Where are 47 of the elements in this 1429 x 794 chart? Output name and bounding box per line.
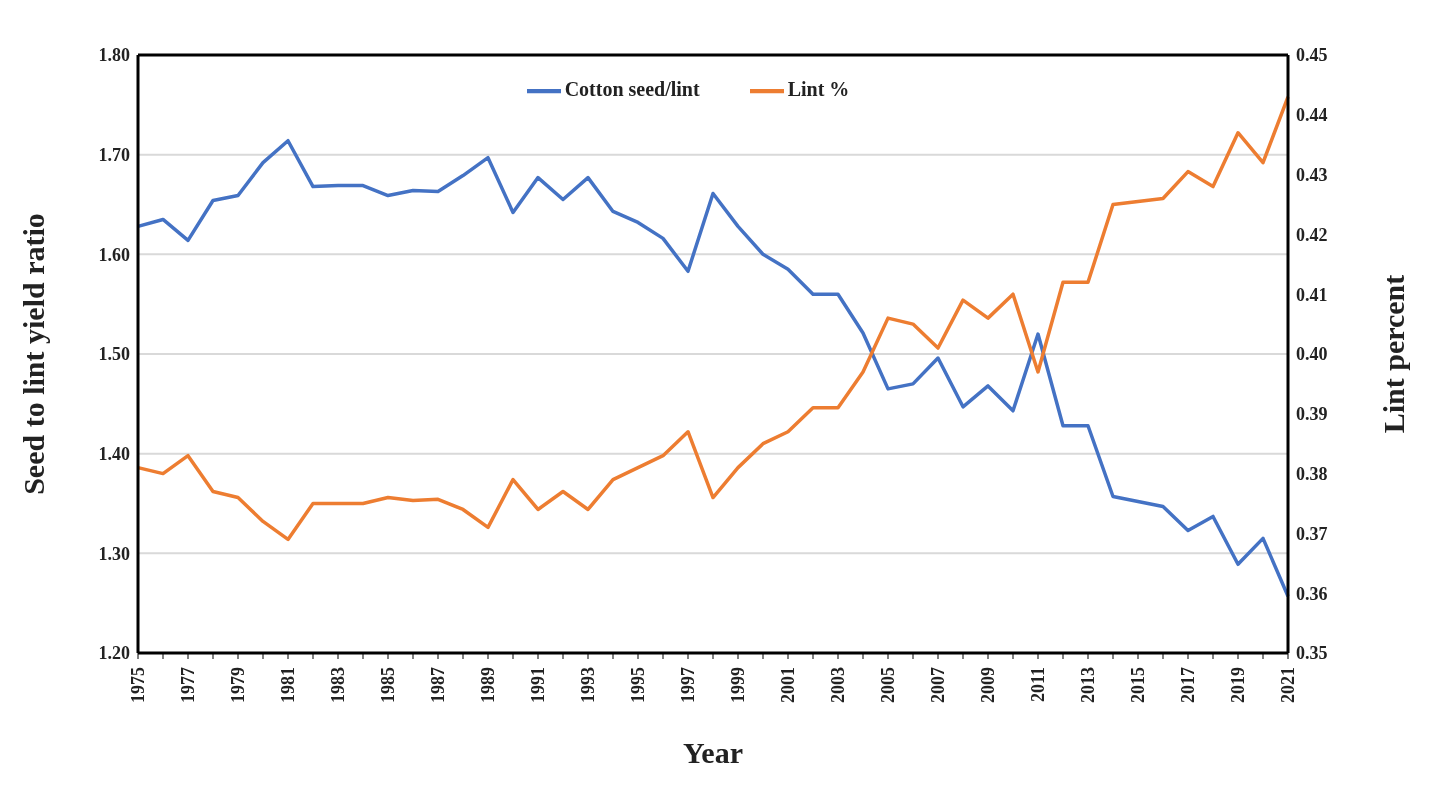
x-tick-label: 2013: [1078, 667, 1098, 703]
x-tick-label: 2015: [1128, 667, 1148, 703]
x-tick-label: 1991: [528, 667, 548, 703]
y-tick-label: 1.50: [98, 344, 130, 365]
y2-tick-label: 0.40: [1296, 344, 1328, 365]
y2-tick-label: 0.38: [1296, 463, 1328, 484]
x-tick-label: 2005: [878, 667, 898, 703]
y2-tick-label: 0.42: [1296, 224, 1328, 245]
x-tick-label: 2017: [1178, 667, 1198, 703]
x-tick-label: 1975: [128, 667, 148, 703]
x-tick-label: 1983: [328, 667, 348, 703]
x-tick-label: 2001: [778, 667, 798, 703]
x-tick-label: 1981: [278, 667, 298, 703]
x-tick-label: 1999: [728, 667, 748, 703]
y2-tick-label: 0.45: [1296, 45, 1328, 66]
x-tick-label: 1977: [178, 667, 198, 703]
x-tick-label: 1979: [228, 667, 248, 703]
x-tick-label: 1993: [578, 667, 598, 703]
legend-label: Cotton seed/lint: [564, 77, 700, 100]
y-tick-label: 1.20: [98, 643, 130, 664]
x-axis-title: Year: [683, 736, 743, 769]
y-tick-label: 1.40: [98, 444, 130, 465]
y2-tick-label: 0.37: [1296, 523, 1328, 544]
x-tick-label: 2011: [1028, 667, 1048, 703]
x-tick-label: 1997: [678, 667, 698, 703]
y2-tick-label: 0.39: [1296, 404, 1328, 425]
legend-label: Lint %: [787, 77, 850, 100]
y2-tick-label: 0.43: [1296, 164, 1328, 185]
x-tick-label: 1989: [478, 667, 498, 703]
x-tick-label: 2007: [928, 667, 948, 703]
y-tick-label: 1.60: [98, 244, 130, 265]
y-tick-label: 1.80: [98, 45, 130, 66]
x-tick-label: 2019: [1228, 667, 1248, 703]
y2-tick-label: 0.41: [1296, 284, 1328, 305]
y2-tick-label: 0.35: [1296, 643, 1328, 664]
y2-tick-label: 0.36: [1296, 583, 1328, 604]
x-tick-label: 2021: [1278, 667, 1298, 703]
y-tick-label: 1.70: [98, 145, 130, 166]
x-tick-label: 1985: [378, 667, 398, 703]
x-tick-label: 1995: [628, 667, 648, 703]
y2-tick-label: 0.44: [1296, 105, 1328, 126]
y2-axis-title: Lint percent: [1376, 274, 1410, 434]
x-tick-label: 2009: [978, 667, 998, 703]
x-tick-label: 2003: [828, 667, 848, 703]
y-tick-label: 1.30: [98, 543, 130, 564]
x-tick-label: 1987: [428, 667, 448, 703]
y-axis-title: Seed to lint yield ratio: [16, 213, 50, 495]
